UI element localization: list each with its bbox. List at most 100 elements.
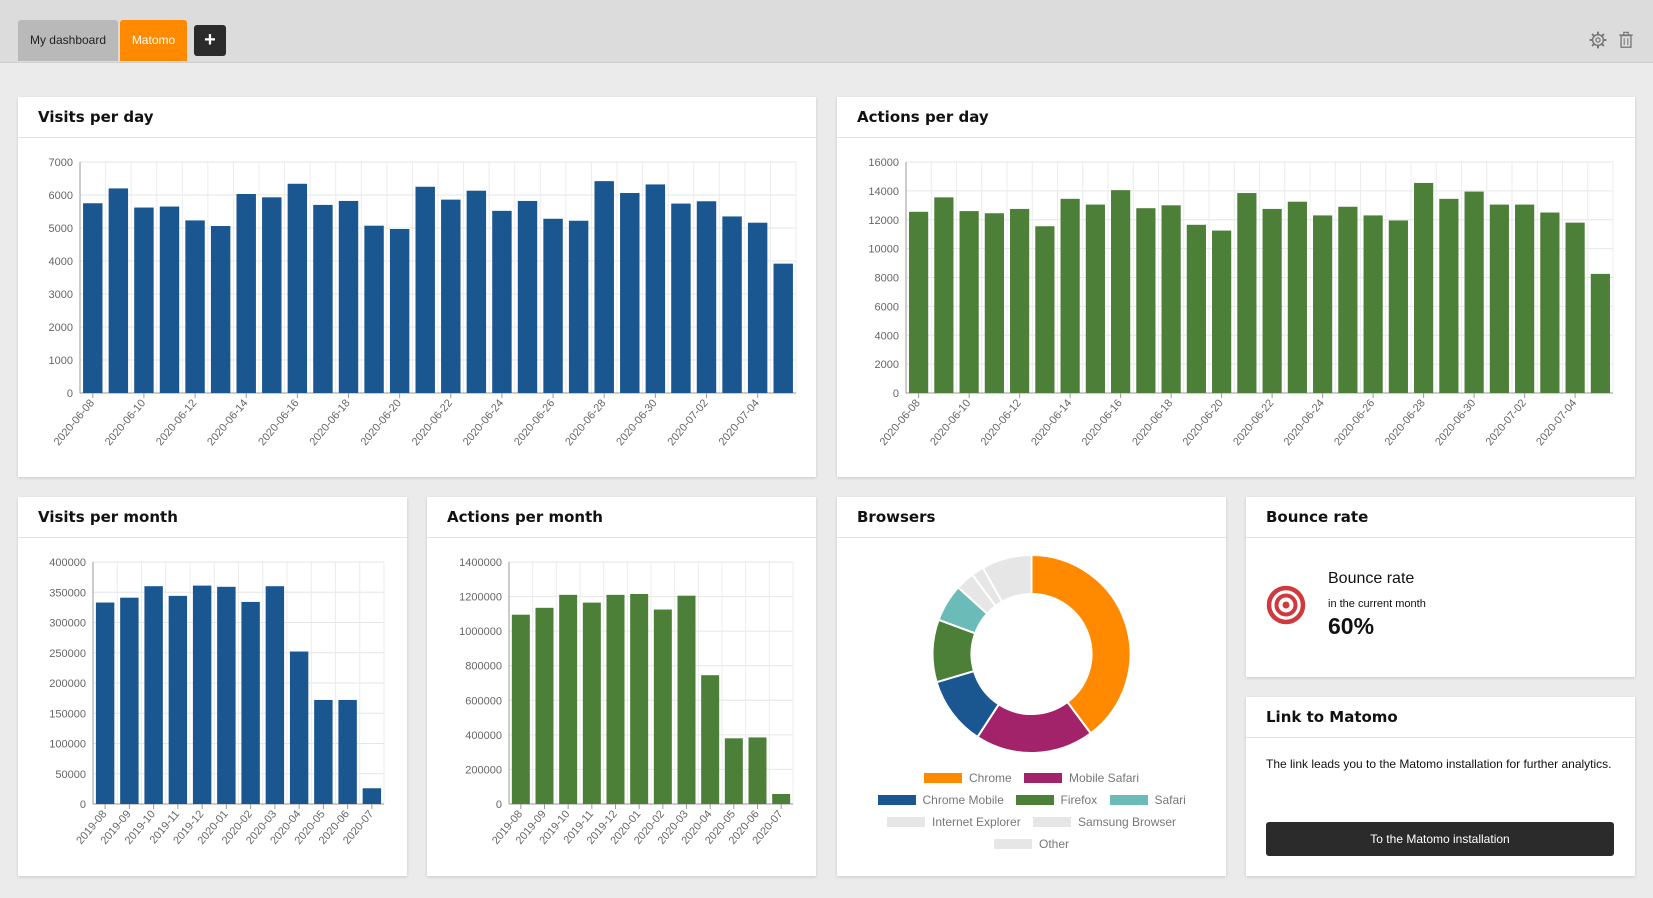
bar[interactable]: [1489, 204, 1509, 393]
bar[interactable]: [192, 585, 212, 804]
bar[interactable]: [630, 593, 649, 804]
bar[interactable]: [701, 675, 720, 804]
bar[interactable]: [984, 213, 1004, 393]
bar[interactable]: [620, 193, 640, 393]
bar[interactable]: [1464, 191, 1484, 393]
donut-slice[interactable]: [981, 553, 1033, 604]
legend-item[interactable]: Chrome: [924, 771, 1012, 785]
bar[interactable]: [185, 220, 205, 393]
legend-item[interactable]: Mobile Safari: [1024, 771, 1139, 785]
bar[interactable]: [1262, 208, 1282, 393]
bar[interactable]: [1363, 215, 1383, 393]
bar[interactable]: [747, 222, 768, 393]
bar[interactable]: [1212, 230, 1232, 393]
bar[interactable]: [415, 186, 435, 393]
legend-item[interactable]: Internet Explorer: [887, 815, 1021, 829]
bar[interactable]: [338, 699, 357, 804]
legend-item[interactable]: Safari: [1109, 793, 1186, 807]
bar[interactable]: [134, 207, 154, 393]
bar[interactable]: [241, 601, 260, 804]
bar[interactable]: [645, 184, 666, 393]
x-tick-label: 2020-06-18: [307, 397, 352, 448]
bar[interactable]: [722, 216, 742, 393]
legend-item[interactable]: Samsung Browser: [1033, 815, 1176, 829]
bar[interactable]: [696, 201, 717, 393]
tab-matomo[interactable]: Matomo: [120, 20, 187, 61]
bar[interactable]: [1515, 204, 1535, 393]
bar[interactable]: [217, 586, 236, 804]
bar[interactable]: [653, 609, 672, 804]
bar[interactable]: [466, 190, 487, 393]
bar[interactable]: [1136, 208, 1156, 393]
bar[interactable]: [1338, 206, 1358, 393]
x-tick-label: 2020-06-18: [1130, 397, 1175, 448]
bar[interactable]: [1414, 182, 1434, 393]
bar[interactable]: [362, 788, 382, 804]
bar[interactable]: [364, 225, 384, 393]
bar[interactable]: [1161, 205, 1181, 393]
legend-item[interactable]: Other: [994, 837, 1069, 851]
bar[interactable]: [1388, 220, 1408, 393]
bar[interactable]: [1111, 190, 1131, 393]
bar[interactable]: [108, 188, 129, 393]
bar[interactable]: [1035, 226, 1055, 393]
bar[interactable]: [1186, 224, 1206, 393]
bar[interactable]: [1237, 193, 1257, 393]
bar[interactable]: [389, 228, 410, 393]
gear-icon[interactable]: [1589, 31, 1607, 49]
add-tab-button[interactable]: +: [194, 25, 226, 56]
legend-item[interactable]: Firefox: [1015, 793, 1097, 807]
bar[interactable]: [262, 197, 282, 393]
bar[interactable]: [535, 607, 554, 804]
bar[interactable]: [168, 595, 188, 804]
matomo-installation-button[interactable]: To the Matomo installation: [1266, 822, 1614, 856]
bar[interactable]: [210, 226, 231, 393]
bar[interactable]: [1439, 198, 1459, 393]
bar[interactable]: [724, 738, 743, 804]
bar[interactable]: [773, 263, 793, 393]
bar[interactable]: [1565, 222, 1585, 393]
bar[interactable]: [83, 203, 103, 393]
bar[interactable]: [441, 199, 461, 393]
bar[interactable]: [1540, 212, 1560, 393]
bar[interactable]: [582, 602, 601, 804]
bar[interactable]: [772, 793, 791, 804]
bar[interactable]: [1313, 215, 1333, 393]
bar[interactable]: [144, 586, 163, 804]
bar[interactable]: [1060, 198, 1080, 393]
bar[interactable]: [287, 183, 308, 393]
donut-slice[interactable]: [1030, 553, 1132, 735]
bar[interactable]: [671, 203, 691, 393]
bar[interactable]: [677, 595, 696, 804]
bar[interactable]: [909, 211, 929, 393]
bar[interactable]: [492, 210, 512, 393]
bar[interactable]: [1590, 273, 1610, 393]
bar[interactable]: [559, 594, 578, 804]
bar[interactable]: [1287, 201, 1307, 393]
bar[interactable]: [959, 211, 979, 393]
card-visits-per-day: Visits per day 0 1000 2000 3000 4000 5000 6000…: [18, 97, 816, 477]
bar[interactable]: [120, 597, 139, 804]
bar[interactable]: [568, 220, 589, 393]
bar[interactable]: [313, 204, 333, 393]
bar[interactable]: [934, 197, 954, 393]
bar[interactable]: [543, 218, 563, 393]
bar[interactable]: [1010, 208, 1030, 393]
legend-item[interactable]: Chrome Mobile: [877, 793, 1004, 807]
bar[interactable]: [236, 194, 256, 393]
bar[interactable]: [159, 206, 180, 393]
bar[interactable]: [289, 651, 309, 804]
bar[interactable]: [606, 594, 625, 804]
tab-my-dashboard[interactable]: My dashboard: [18, 20, 118, 61]
bar[interactable]: [748, 737, 767, 804]
bar[interactable]: [594, 181, 614, 393]
bar[interactable]: [338, 200, 359, 393]
bar[interactable]: [517, 200, 538, 393]
trash-icon[interactable]: [1617, 31, 1635, 49]
bar[interactable]: [314, 699, 333, 804]
bar[interactable]: [95, 602, 115, 804]
dashboard-tab-bar: My dashboard Matomo +: [0, 0, 1653, 63]
bar[interactable]: [1085, 204, 1105, 393]
bar[interactable]: [511, 614, 530, 804]
bar[interactable]: [265, 586, 285, 804]
